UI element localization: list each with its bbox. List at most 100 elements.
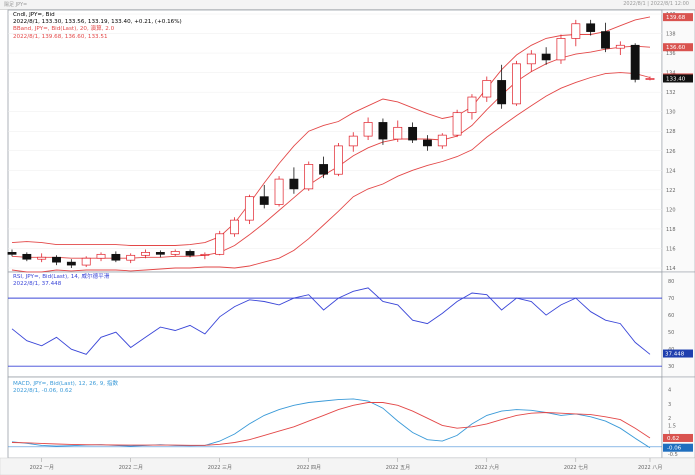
candle-body [437, 134, 447, 147]
candle-body [526, 53, 536, 65]
x-tick-label: 2022 四月 [297, 465, 321, 471]
candle-body [333, 145, 343, 175]
price-y-tick-label: 118 [666, 227, 676, 233]
price-legend-line-2: 2022/8/1, 133.30, 133.56, 133.19, 133.40… [13, 19, 182, 26]
rsi-axis-strip [661, 271, 695, 378]
price-legend-line-4: 2022/8/1, 139.68, 136.60, 133.51 [13, 33, 108, 40]
x-tick-label: 2022 五月 [386, 465, 410, 471]
bband-upper-line [11, 16, 651, 246]
candle-body [408, 126, 418, 141]
candle-body [393, 126, 403, 140]
rsi-legend: RSI, JPY=, Bid(Last), 14, 威尔德平滑 2022/8/1,… [13, 274, 109, 288]
candle-body [155, 252, 165, 255]
price-y-tick-label: 114 [666, 266, 676, 272]
candle-body [541, 53, 551, 61]
price-y-tick-label: 126 [666, 149, 676, 155]
x-tick-label: 2022 二月 [119, 465, 143, 471]
macd-y-tick-label: 2 [668, 416, 671, 422]
candle-body [274, 178, 284, 205]
candle-body [185, 251, 195, 256]
price-legend-line-1: Cndl, JPY=, Bid [13, 12, 55, 18]
macd-tag-label: 0.62 [667, 436, 679, 442]
candle-body [66, 261, 76, 266]
rsi-tag [663, 349, 693, 358]
x-tick-label: 2022 三月 [208, 465, 232, 471]
candle-body [200, 253, 210, 256]
price-y-tick-label: 122 [666, 188, 676, 194]
candle-body [363, 122, 373, 137]
candle-body [378, 122, 388, 140]
macd-legend: MACD, JPY=, Bid(Last), 12, 26, 9, 指数 2022… [13, 381, 118, 395]
candle-body [512, 63, 521, 105]
macd-tag-label: -0.06 [667, 446, 682, 452]
price-panel-frame [7, 9, 663, 273]
macd-panel-frame [7, 376, 663, 459]
rsi-line [11, 287, 651, 355]
candle-body [319, 164, 329, 175]
rsi-y-tick-label: 70 [668, 296, 674, 302]
candle-body [556, 38, 566, 61]
price-y-tick-label: 116 [666, 246, 676, 252]
window-timestamp: 2022/8/1 | 2022/8/1 12:00 [623, 1, 689, 7]
macd-tag [663, 433, 693, 442]
price-y-tick-label: 130 [666, 110, 676, 116]
candle-body [304, 164, 314, 190]
candle-body [259, 196, 269, 205]
macd-line [11, 398, 651, 449]
rsi-y-tick-label: 60 [668, 313, 674, 319]
price-tag-label: 139.68 [666, 15, 686, 21]
candle-body [81, 257, 91, 266]
price-tag [663, 74, 693, 83]
candle-body [7, 252, 17, 255]
candle-body [22, 253, 32, 260]
price-tag-label: 136.60 [666, 45, 686, 51]
candle-body [230, 219, 239, 235]
price-y-tick-label: 138 [666, 32, 676, 38]
macd-y-tick-label: 1 [668, 431, 671, 437]
candle-body [96, 253, 106, 259]
candle-body [141, 252, 150, 256]
window-title-bar: 陽足 JPY= 2022/8/1 | 2022/8/1 12:00 [0, 0, 695, 10]
rsi-legend-line-1: RSI, JPY=, Bid(Last), 14, 威尔德平滑 [13, 274, 110, 280]
candle-body [482, 80, 492, 98]
macd-y-tick-label: 4 [668, 388, 671, 394]
macd-y-tick-label: 3 [668, 402, 671, 408]
window-title: 陽足 JPY= [4, 2, 28, 8]
x-tick-label: 2022 八月 [638, 465, 662, 471]
x-tick-label: 2022 七月 [564, 464, 588, 471]
macd-y-tick-label: -0.5 [668, 452, 678, 458]
price-tag-label: 133.40 [666, 76, 686, 82]
price-legend-line-3: BBand, JPY=, Bid(Last), 20, 演算, 2.0 [13, 26, 115, 33]
candle-body [289, 178, 299, 190]
macd-legend-line-2: 2022/8/1, -0.06, 0.62 [13, 388, 73, 395]
price-y-tick-label: 124 [666, 168, 676, 174]
candle-body [645, 78, 655, 80]
macd-legend-line-1: MACD, JPY=, Bid(Last), 12, 26, 9, 指数 [13, 381, 119, 387]
candle-body [423, 139, 432, 147]
candle-body [615, 44, 625, 49]
rsi-y-tick-label: 30 [668, 364, 674, 370]
candle-body [126, 254, 136, 261]
rsi-tag-label: 37.448 [665, 352, 685, 358]
price-y-tick-label: 120 [666, 207, 676, 213]
macd-signal-line [11, 402, 651, 446]
macd-tag [663, 443, 693, 452]
price-y-tick-label: 136 [666, 51, 676, 57]
candle-body [452, 112, 462, 136]
price-tag [663, 13, 693, 22]
candle-body [215, 233, 225, 255]
candle-body [348, 135, 358, 147]
candle-body [170, 251, 180, 255]
candle-body [37, 256, 47, 260]
candle-body [244, 196, 254, 221]
candle-body [586, 23, 596, 32]
price-y-tick-label: 132 [666, 90, 676, 96]
candle-body [52, 256, 61, 263]
price-y-tick-label: 128 [666, 129, 676, 135]
x-axis-strip [0, 457, 695, 475]
macd-y-tick-label: 1.5 [668, 423, 676, 429]
bband-lower-line [11, 72, 651, 273]
price-axis-strip [661, 9, 695, 273]
